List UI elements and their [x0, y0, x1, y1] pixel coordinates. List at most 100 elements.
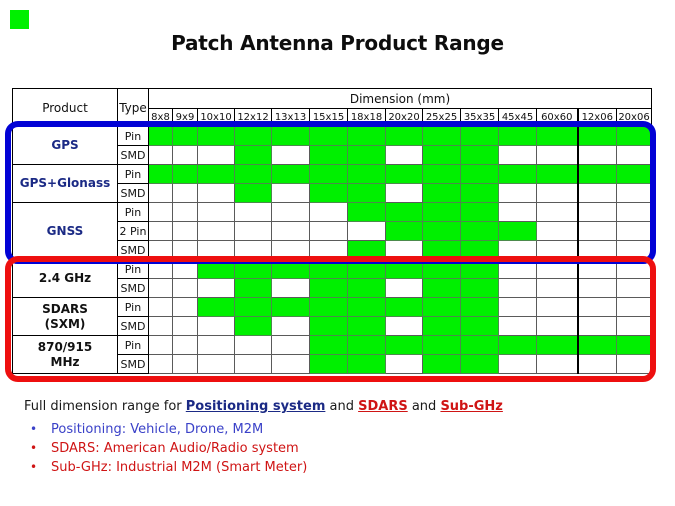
availability-cell: [385, 221, 423, 241]
availability-cell: [271, 316, 310, 336]
availability-cell: [148, 259, 173, 279]
availability-cell: [172, 202, 198, 222]
green-corner-marker: [10, 10, 29, 29]
availability-cell: [385, 240, 423, 260]
availability-cell: [347, 316, 386, 336]
availability-cell: [616, 354, 652, 374]
availability-cell: [271, 335, 310, 355]
dimension-header-cell: 10x10: [197, 108, 235, 127]
availability-cell: [616, 335, 652, 355]
availability-cell: [271, 145, 310, 165]
availability-cell: [309, 183, 348, 203]
dimension-header-cell: 15x15: [309, 108, 348, 127]
availability-cell: [576, 221, 617, 241]
availability-cell: [309, 164, 348, 184]
availability-cell: [197, 145, 235, 165]
type-cell: Pin: [117, 259, 149, 279]
availability-cell: [422, 202, 461, 222]
availability-cell: [385, 259, 423, 279]
availability-cell: [309, 259, 348, 279]
availability-cell: [460, 183, 499, 203]
footer-and-2: and: [407, 399, 441, 414]
availability-cell: [385, 316, 423, 336]
availability-cell: [460, 221, 499, 241]
dimension-header-cell: 20x20: [385, 108, 423, 127]
dimension-header-cell: 12x06: [576, 108, 617, 127]
availability-cell: [385, 354, 423, 374]
footer-bullet-item: • Positioning: Vehicle, Drone, M2M: [24, 420, 503, 439]
product-matrix-table: Product Type Dimension (mm) 8x8 9x9 10x10 12x1…: [12, 88, 652, 374]
availability-cell: [385, 164, 423, 184]
availability-cell: [172, 278, 198, 298]
availability-cell: [536, 335, 578, 355]
availability-cell: [347, 259, 386, 279]
availability-cell: [197, 221, 235, 241]
availability-cell: [347, 354, 386, 374]
product-cell: 870/915 MHz: [12, 335, 118, 374]
availability-cell: [271, 202, 310, 222]
availability-cell: [460, 278, 499, 298]
availability-cell: [616, 297, 652, 317]
availability-cell: [172, 240, 198, 260]
availability-cell: [616, 145, 652, 165]
dimension-header-cell: 35x35: [460, 108, 499, 127]
availability-cell: [576, 278, 617, 298]
availability-cell: [616, 278, 652, 298]
availability-cell: [576, 202, 617, 222]
availability-cell: [422, 335, 461, 355]
bullet-icon: •: [30, 460, 38, 474]
availability-cell: [498, 278, 537, 298]
bullet-icon: •: [30, 441, 38, 455]
product-cell: GNSS: [12, 202, 118, 260]
type-cell: Pin: [117, 202, 149, 222]
type-cell: Pin: [117, 126, 149, 146]
type-cell: SMD: [117, 183, 149, 203]
footer-notes: Full dimension range for Positioning sys…: [24, 399, 503, 477]
availability-cell: [422, 297, 461, 317]
availability-cell: [309, 126, 348, 146]
availability-cell: [234, 202, 272, 222]
availability-cell: [385, 278, 423, 298]
positioning-system-link: Positioning system: [185, 399, 326, 414]
type-cell: SMD: [117, 354, 149, 374]
availability-cell: [309, 221, 348, 241]
availability-cell: [460, 202, 499, 222]
availability-cell: [536, 202, 578, 222]
availability-cell: [536, 259, 578, 279]
footer-heading-prefix: Full dimension range for: [24, 399, 186, 414]
availability-cell: [197, 316, 235, 336]
availability-cell: [347, 221, 386, 241]
availability-cell: [148, 316, 173, 336]
availability-cell: [234, 354, 272, 374]
availability-cell: [422, 221, 461, 241]
availability-cell: [576, 126, 617, 146]
product-cell: GPS: [12, 126, 118, 165]
availability-cell: [498, 183, 537, 203]
availability-cell: [148, 240, 173, 260]
availability-cell: [616, 164, 652, 184]
availability-cell: [576, 240, 617, 260]
type-cell: Pin: [117, 297, 149, 317]
availability-cell: [271, 259, 310, 279]
availability-cell: [197, 297, 235, 317]
dimension-header-cell: 12x12: [234, 108, 272, 127]
bullet-icon: •: [30, 422, 38, 436]
dimension-header-cell: 9x9: [172, 108, 198, 127]
availability-cell: [271, 164, 310, 184]
availability-cell: [616, 240, 652, 260]
availability-cell: [422, 145, 461, 165]
dimension-header-cell: 18x18: [347, 108, 386, 127]
availability-cell: [385, 297, 423, 317]
availability-cell: [460, 259, 499, 279]
availability-cell: [309, 316, 348, 336]
availability-cell: [498, 164, 537, 184]
availability-cell: [234, 183, 272, 203]
availability-cell: [536, 297, 578, 317]
availability-cell: [309, 354, 348, 374]
dimension-header-cell: 45x45: [498, 108, 537, 127]
availability-cell: [148, 164, 173, 184]
availability-cell: [385, 335, 423, 355]
availability-cell: [616, 183, 652, 203]
availability-cell: [460, 145, 499, 165]
type-column-header: Type: [117, 88, 149, 127]
